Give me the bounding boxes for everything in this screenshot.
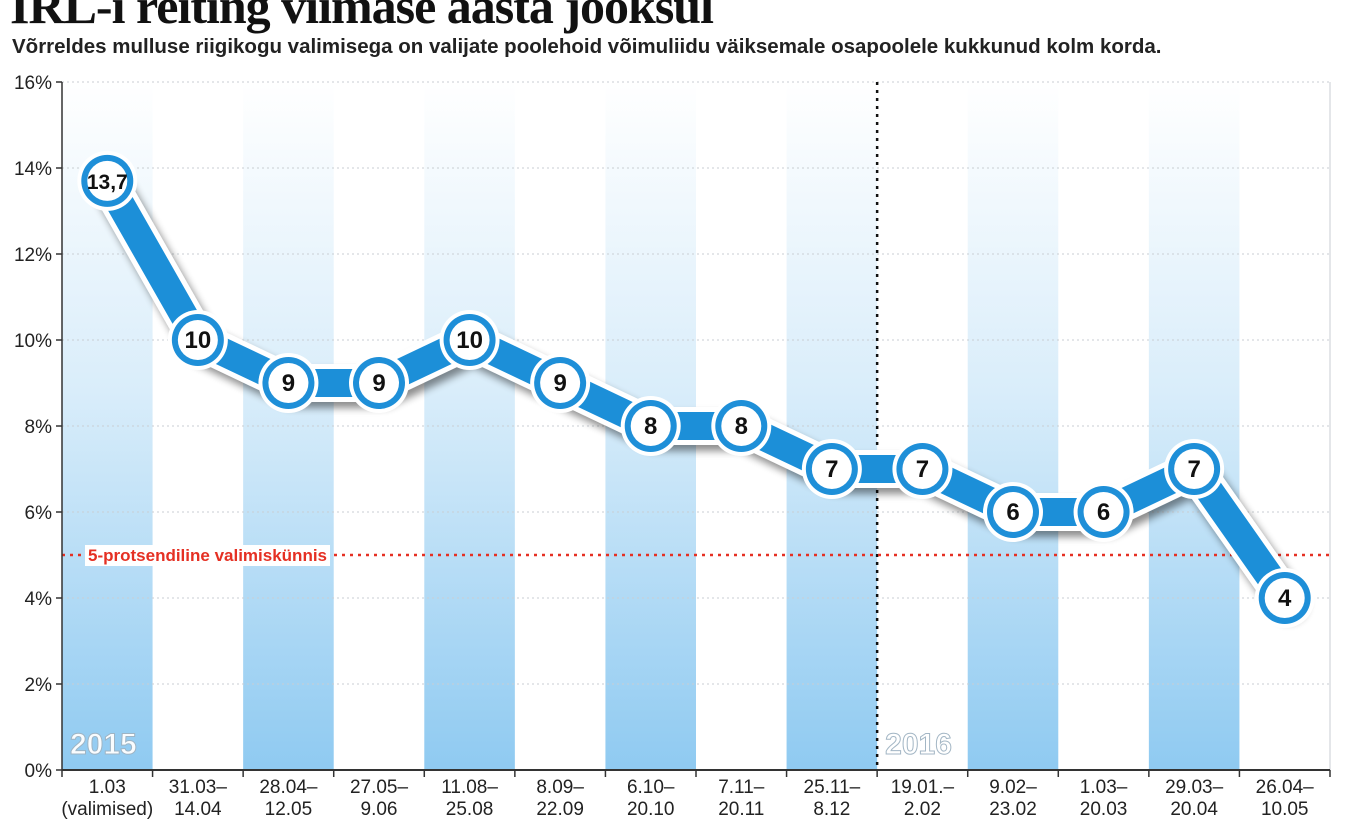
y-tick-label: 12% — [14, 245, 52, 266]
data-label: 4 — [1278, 585, 1292, 612]
y-tick-label: 10% — [14, 331, 52, 352]
x-tick-label: 7.11– 20.11 — [718, 777, 765, 820]
x-tick-label: 26.04– 10.05 — [1256, 777, 1315, 820]
data-point — [87, 160, 128, 201]
threshold-label-bg — [85, 545, 331, 566]
y-axis: 0% 2% 4% 6% 8% 10% 12% 14% 16% — [14, 73, 1331, 782]
threshold-label: 5-protsendiline valimiskünnis — [88, 546, 327, 565]
data-label: 7 — [1187, 456, 1200, 483]
x-tick-label: 8.09– 22.09 — [536, 777, 584, 820]
x-tick-label: 1.03– 20.03 — [1080, 777, 1128, 820]
x-tick-label: 31.03– 14.04 — [169, 777, 228, 820]
data-label: 7 — [825, 456, 838, 483]
x-tick-label: 1.03 (valimised) — [61, 777, 153, 820]
x-tick-label: 25.11– 8.12 — [804, 777, 861, 820]
threshold-group: 5-protsendiline valimiskünnis — [62, 545, 1330, 566]
data-label: 6 — [1006, 499, 1019, 526]
year-labels: 2015 2016 — [70, 728, 953, 762]
data-label: 9 — [282, 370, 295, 397]
data-point — [177, 320, 218, 360]
x-tick-label: 29.03– 20.04 — [1165, 777, 1224, 820]
chart-subtitle: Võrreldes mulluse riigikogu valimisega o… — [12, 35, 1162, 58]
y-tick-label: 14% — [14, 159, 52, 180]
column-band — [424, 82, 515, 770]
y-tick-label: 6% — [25, 503, 53, 524]
data-point — [268, 363, 309, 403]
data-label: 8 — [644, 413, 657, 440]
data-label: 10 — [185, 327, 212, 354]
data-point — [993, 492, 1033, 532]
year-label: 2016 — [885, 728, 952, 761]
year-label: 2015 — [70, 728, 137, 761]
grid-lines — [62, 81, 1330, 685]
data-label: 7 — [916, 456, 929, 483]
x-axis: 1.03 (valimised) 31.03– 14.04 28.04– 12.05 27.… — [61, 769, 1331, 820]
data-point — [902, 449, 943, 489]
data-point — [721, 406, 762, 446]
data-point — [1174, 449, 1215, 489]
y-tick-label: 16% — [14, 73, 52, 94]
data-point — [540, 363, 581, 403]
y-tick-label: 4% — [25, 589, 53, 610]
data-point — [811, 449, 852, 489]
data-point — [1083, 492, 1124, 532]
y-tick-label: 2% — [25, 675, 53, 696]
data-label: 9 — [372, 370, 385, 397]
x-tick-label: 11.08– 25.08 — [441, 777, 498, 820]
data-label: 10 — [456, 327, 483, 354]
data-label: 8 — [735, 413, 748, 440]
y-tick-label: 8% — [25, 417, 53, 438]
data-label: 13,7 — [87, 171, 128, 194]
x-tick-label: 19.01.– 2.02 — [891, 777, 955, 820]
x-tick-label: 6.10– 20.10 — [627, 777, 675, 820]
data-label: 9 — [553, 370, 566, 397]
x-tick-label: 28.04– 12.05 — [259, 777, 318, 820]
y-tick-label: 0% — [25, 761, 53, 782]
data-point — [359, 363, 399, 403]
data-points: 13,7 10 9 9 10 9 8 8 7 7 6 6 7 4 — [77, 150, 1315, 628]
data-point — [449, 320, 490, 360]
data-point — [1264, 578, 1305, 618]
x-tick-label: 27.05– 9.06 — [350, 777, 409, 820]
data-point — [630, 406, 671, 446]
x-tick-label: 9.02– 23.02 — [989, 777, 1037, 820]
data-label: 6 — [1097, 499, 1110, 526]
chart-title: IRL-i reiting viimase aasta jooksul — [10, 0, 714, 34]
